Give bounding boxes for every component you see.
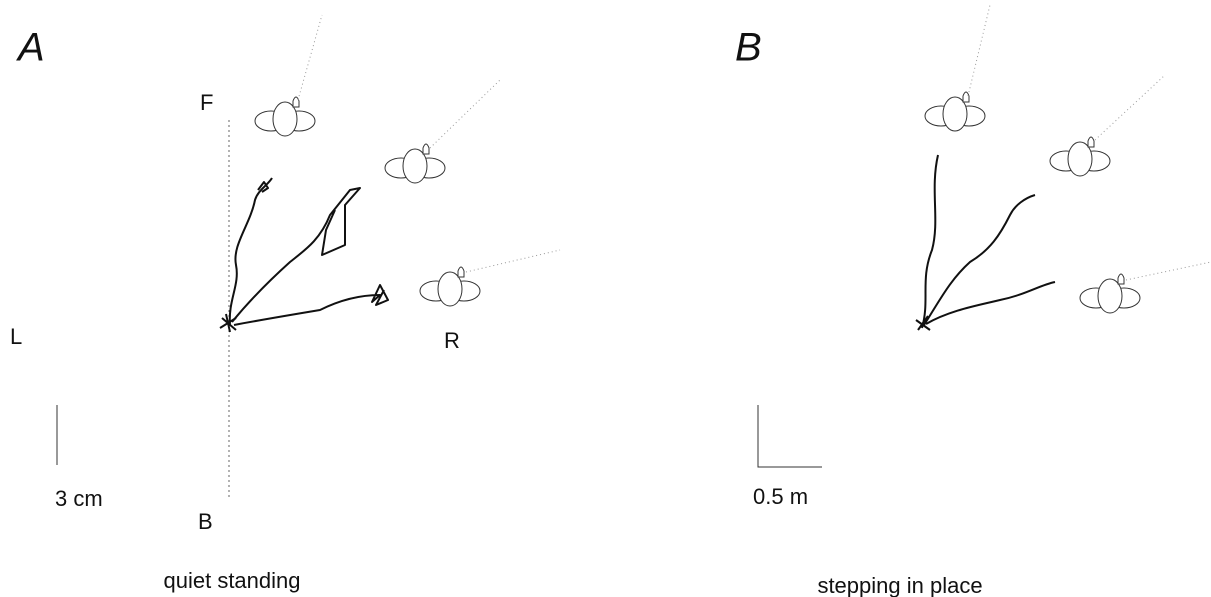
caption: stepping in place [817,573,982,597]
figure: A F L R B 3 cm quiet standing B 0.5 m st… [0,0,1211,597]
left-label: L [10,324,22,349]
panel-label: B [735,26,762,70]
scale-label: 3 cm [55,486,103,511]
panel-label: A [16,26,45,70]
subject-icons [255,15,560,306]
traces [220,178,388,332]
front-label: F [200,90,213,115]
subject-icons [925,5,1211,313]
scale-bar [758,405,822,467]
scale-label: 0.5 m [753,484,808,509]
traces [916,155,1055,330]
back-label: B [198,509,213,534]
caption: quiet standing [164,568,301,593]
right-label: R [444,328,460,353]
